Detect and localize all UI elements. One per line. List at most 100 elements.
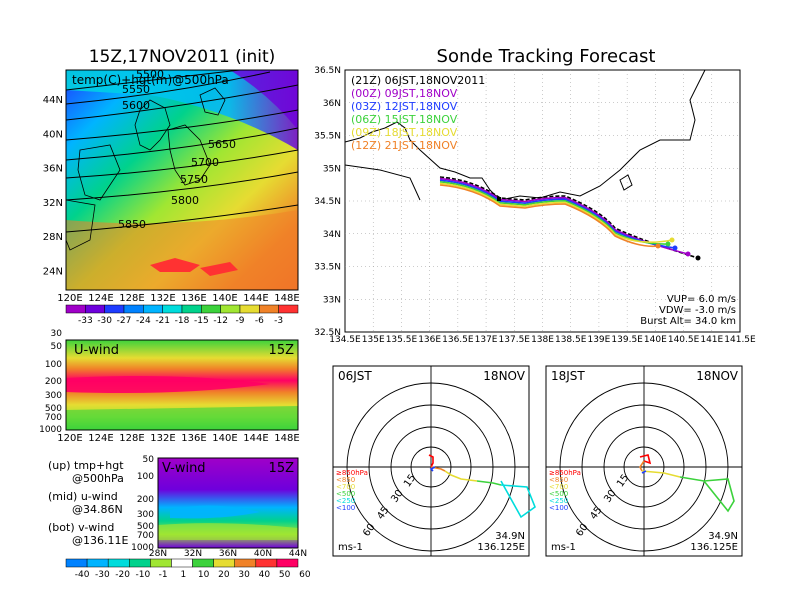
colorbar-label: -30 — [97, 316, 112, 326]
lon-tick-label: 136E — [181, 293, 206, 304]
colorbar-label: -18 — [175, 316, 190, 326]
colorbar-label: 20 — [218, 570, 230, 580]
lat-tick-label: 33.5N — [314, 263, 341, 273]
colorbar-swatch — [234, 558, 257, 568]
hodo-lon: 136.125E — [477, 542, 525, 553]
lat-tick-label: 32.5N — [314, 328, 341, 338]
level-legend-entry: <700 — [549, 483, 568, 491]
lon-tick-label: 136E — [181, 433, 206, 444]
legend-bot-b: @136.11E — [72, 534, 128, 547]
level-legend-entry: ≥850hPa — [336, 469, 368, 477]
hodo-trace-segment — [641, 470, 647, 474]
level-legend-entry: <250 — [549, 497, 568, 505]
lat-tick-label: 36N — [219, 549, 237, 559]
vwind-level-label: 50 — [143, 455, 155, 465]
lon-tick-label: 139E — [587, 335, 610, 345]
colorbar-label: 30 — [238, 570, 250, 580]
hodo-trace-segment — [444, 470, 478, 482]
colorbar-label: 40 — [259, 570, 271, 580]
hodo-trace-segment — [428, 454, 434, 468]
colorbar-swatch — [86, 558, 109, 568]
trajectory-endpoint — [665, 241, 671, 247]
contour-label: 5850 — [118, 218, 146, 231]
colorbar-label: -40 — [75, 570, 90, 580]
legend-up-a: (up) tmp+hgt — [48, 459, 124, 472]
legend-mid-b: @34.86N — [72, 503, 123, 516]
uwind-level-label: 50 — [51, 342, 63, 352]
hodo-trace-segment — [639, 454, 652, 465]
panel-legend: (up) tmp+hgt @500hPa (mid) u-wind @34.86… — [48, 459, 128, 547]
trajectory-line — [439, 176, 699, 259]
launch-param: VUP= 6.0 m/s — [667, 294, 736, 305]
lon-tick-label: 148E — [274, 293, 299, 304]
level-legend-entry: <850 — [336, 476, 355, 484]
colorbar-label: 1 — [180, 570, 186, 580]
colorbar-label: -30 — [95, 570, 110, 580]
level-legend-entry: ≥850hPa — [549, 469, 581, 477]
lat-tick-label: 40N — [254, 549, 272, 559]
lon-tick-label: 132E — [150, 433, 175, 444]
lon-tick-label: 140E — [644, 335, 667, 345]
colorbar-swatch — [213, 558, 235, 568]
colorbar-label: 60 — [299, 570, 311, 580]
lon-tick-label: 140.5E — [668, 335, 700, 345]
colorbar-swatch — [129, 558, 151, 568]
colorbar-label: -27 — [117, 316, 132, 326]
vwind-title: V-wind — [162, 461, 206, 476]
wind-colorbar: -40 -30 -20 -10 -1 1 10 20 30 40 50 60 — [65, 558, 311, 580]
vwind-level-label: 700 — [137, 531, 154, 541]
lat-tick-label: 32N — [184, 549, 202, 559]
lat-tick-label: 34N — [323, 230, 341, 240]
lon-tick-label: 141.5E — [724, 335, 756, 345]
colorbar-swatch — [85, 304, 105, 314]
contour-label: 5550 — [122, 83, 150, 96]
colorbar-label: -12 — [213, 316, 228, 326]
colorbar-swatch — [276, 558, 299, 568]
launch-param: VDW= -3.0 m/s — [659, 305, 736, 316]
legend-up-b: @500hPa — [72, 472, 124, 485]
hodo-trace-segment — [639, 460, 645, 472]
colorbar-swatch — [65, 304, 86, 314]
map-500hpa-panel: temp(C)+hgt(m)@500hPa 5500 5550 5600 5650 57… — [43, 68, 300, 304]
track-legend-entry: (12Z) 21JST,18NOV — [351, 139, 458, 152]
hodo-time: 18JST — [551, 369, 585, 383]
uwind-level-label: 100 — [45, 360, 62, 370]
lon-tick-label: 132E — [150, 293, 175, 304]
colorbar-label: -3 — [274, 316, 283, 326]
hodo-trace-segment — [679, 476, 735, 513]
launch-marker — [497, 197, 501, 201]
vwind-level-label: 300 — [137, 510, 154, 520]
lon-tick-label: 124E — [88, 293, 113, 304]
hodo-date: 18NOV — [696, 369, 738, 383]
colorbar-swatch — [107, 558, 130, 568]
lon-tick-label: 134.5E — [329, 335, 361, 345]
vwind-level-label: 1000 — [131, 543, 154, 553]
contour-label: 5500 — [136, 68, 164, 81]
track-legend-entry: (21Z) 06JST,18NOV2011 — [351, 74, 485, 87]
uwind-level-label: 300 — [45, 391, 62, 401]
tracking-title: Sonde Tracking Forecast — [437, 46, 656, 67]
colorbar-label: 50 — [279, 570, 291, 580]
colorbar-swatch — [201, 304, 221, 314]
lon-tick-label: 141E — [700, 335, 723, 345]
contour-label: 5600 — [122, 99, 150, 112]
contour-label: 5700 — [191, 156, 219, 169]
uwind-level-label: 500 — [45, 404, 62, 414]
colorbar-label: -6 — [255, 316, 264, 326]
lon-tick-label: 120E — [57, 293, 82, 304]
tracking-panel: (21Z) 06JST,18NOV2011(00Z) 09JST,18NOV(0… — [314, 66, 756, 345]
level-legend-entry: <850 — [549, 476, 568, 484]
lat-tick-label: 36N — [43, 164, 63, 175]
colorbar-label: -21 — [155, 316, 170, 326]
lon-tick-label: 137.5E — [499, 335, 531, 345]
lon-tick-label: 138E — [531, 335, 554, 345]
lon-tick-label: 120E — [57, 433, 82, 444]
vwind-level-label: 100 — [137, 472, 154, 482]
legend-bot-a: (bot) v-wind — [48, 521, 114, 534]
uwind-level-label: 200 — [45, 377, 62, 387]
track-legend-entry: (03Z) 12JST,18NOV — [351, 100, 458, 113]
lon-tick-label: 135.5E — [386, 335, 418, 345]
